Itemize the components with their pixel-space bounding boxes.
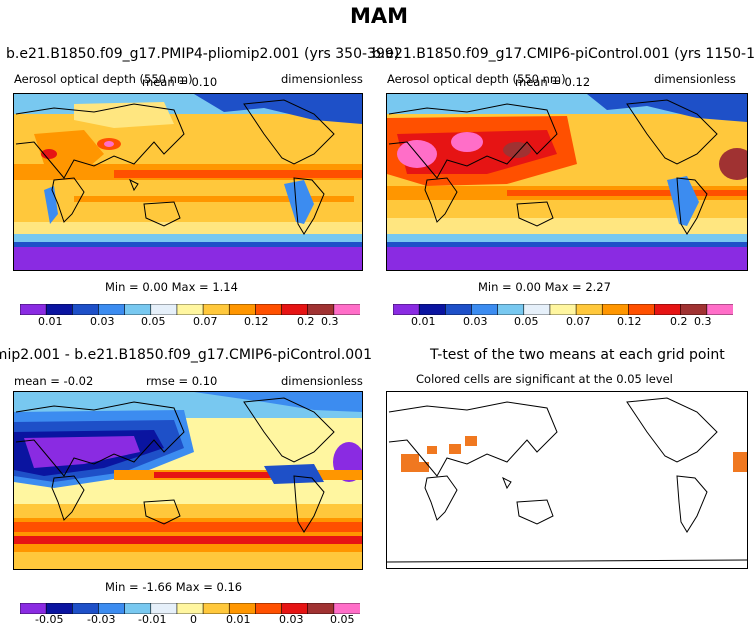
top-right-colorbar-swatch	[654, 303, 682, 316]
top-right-colorbar-label: 0.2	[670, 315, 688, 328]
top-left-colorbar-swatch	[72, 303, 100, 316]
top-left-colorbar-swatch	[45, 303, 74, 316]
top-right-minmax: Min = 0.00 Max = 2.27	[478, 280, 611, 294]
bottom-left-panel-title: b.e21.B1850.f09_g17.PMIP4-pliomip2.001 -…	[0, 347, 372, 363]
bottom-left-minmax: Min = -1.66 Max = 0.16	[105, 580, 243, 594]
top-left-colorbar-swatch	[281, 303, 309, 316]
top-left-colorbar-label: 0.05	[141, 315, 166, 328]
bottom-left-panel-title-text: b.e21.B1850.f09_g17.PMIP4-pliomip2.001 -…	[0, 347, 372, 363]
top-left-variable-label: Aerosol optical depth (550 nm)	[14, 72, 193, 86]
top-right-colorbar-swatch	[445, 303, 473, 316]
top-left-colorbar-swatch	[255, 303, 283, 316]
top-right-colorbar-swatch	[392, 303, 420, 316]
top-right-colorbar-swatch	[471, 303, 499, 316]
top-right-colorbar-swatch	[628, 303, 656, 316]
top-right-colorbar-swatch	[680, 303, 708, 316]
bottom-left-colorbar-label: -0.01	[138, 613, 167, 626]
bottom-left-colorbar-label: 0	[190, 613, 197, 626]
bottom-left-rmse-label: rmse = 0.10	[146, 374, 218, 388]
top-left-colorbar-swatch	[307, 303, 335, 316]
top-right-colorbar-swatch	[575, 303, 604, 316]
top-right-colorbar-label: 0.07	[566, 315, 591, 328]
top-left-colorbar-label: 0.03	[90, 315, 115, 328]
top-left-colorbar-swatch	[150, 303, 178, 316]
top-left-colorbar-swatch	[124, 303, 152, 316]
bottom-right-panel-title: T-test of the two means at each grid poi…	[430, 347, 725, 363]
top-right-colorbar-swatch	[523, 303, 551, 316]
top-right-mean-label: mean = 0.12	[515, 75, 591, 89]
top-left-colorbar-label: 0.01	[38, 315, 63, 328]
bottom-right-map	[386, 391, 748, 569]
page-title: MAM	[350, 4, 409, 28]
top-right-colorbar-label: 0.03	[463, 315, 488, 328]
top-left-colorbar-label: 0.2	[297, 315, 315, 328]
top-right-colorbar-swatch	[549, 303, 577, 316]
top-right-colorbar-label: 0.05	[514, 315, 539, 328]
top-right-units-label: dimensionless	[654, 72, 736, 86]
bottom-left-map	[13, 391, 363, 570]
top-left-minmax: Min = 0.00 Max = 1.14	[105, 280, 238, 294]
bottom-left-mean-label: mean = -0.02	[14, 374, 94, 388]
top-left-mean-label: mean = 0.10	[142, 75, 218, 89]
bottom-left-colorbar-label: 0.01	[226, 613, 251, 626]
top-right-colorbar-swatch	[497, 303, 525, 316]
top-left-colorbar-swatch	[176, 303, 204, 316]
top-right-variable-label: Aerosol optical depth (550 nm)	[387, 72, 566, 86]
top-left-colorbar-swatch	[333, 303, 361, 316]
bottom-left-colorbar-label: -0.05	[35, 613, 64, 626]
top-right-panel-title: b.e21.B1850.f09_g17.CMIP6-piControl.001 …	[372, 46, 755, 62]
bottom-left-units-label: dimensionless	[281, 374, 363, 388]
top-left-colorbar-swatch	[98, 303, 126, 316]
bottom-left-colorbar	[19, 601, 361, 615]
top-left-colorbar-label: 0.3	[321, 315, 339, 328]
top-right-colorbar-swatch	[601, 303, 630, 316]
bottom-right-subtitle: Colored cells are significant at the 0.0…	[416, 372, 673, 386]
bottom-left-colorbar-label: 0.03	[279, 613, 304, 626]
top-left-colorbar-label: 0.12	[244, 315, 269, 328]
top-left-colorbar	[19, 302, 361, 316]
top-right-colorbar-swatch	[706, 303, 734, 316]
top-right-colorbar-swatch	[418, 303, 447, 316]
top-right-colorbar-label: 0.01	[411, 315, 436, 328]
top-left-colorbar-swatch	[19, 303, 47, 316]
top-left-colorbar-swatch	[228, 303, 257, 316]
top-right-colorbar-label: 0.12	[617, 315, 642, 328]
top-left-colorbar-swatch	[202, 303, 231, 316]
top-left-units-label: dimensionless	[281, 72, 363, 86]
top-left-panel-title: b.e21.B1850.f09_g17.PMIP4-pliomip2.001 (…	[6, 46, 400, 62]
bottom-left-colorbar-label: 0.05	[330, 613, 355, 626]
top-left-colorbar-label: 0.07	[193, 315, 218, 328]
top-left-map	[13, 93, 363, 271]
bottom-left-colorbar-label: -0.03	[87, 613, 116, 626]
top-right-colorbar	[392, 302, 734, 316]
top-right-colorbar-label: 0.3	[694, 315, 712, 328]
top-right-map	[386, 93, 748, 271]
